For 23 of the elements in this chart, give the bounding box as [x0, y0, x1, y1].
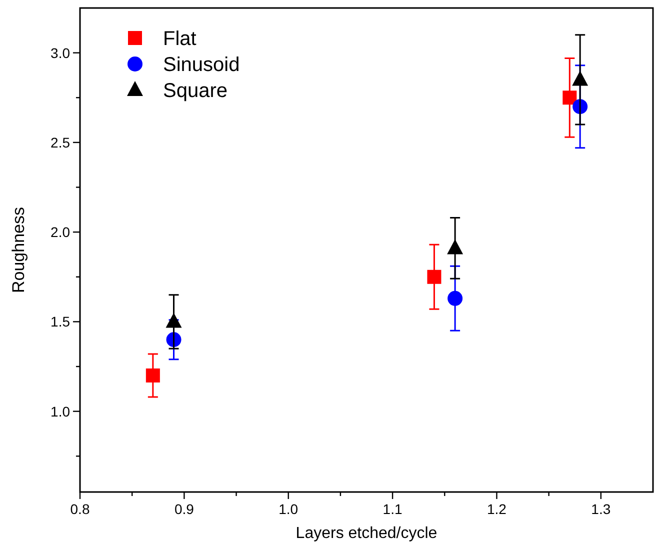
legend-label: Flat — [163, 28, 197, 50]
x-tick-label: 1.2 — [486, 501, 507, 517]
point — [146, 368, 160, 382]
legend-label: Sinusoid — [163, 54, 240, 76]
point — [562, 90, 577, 105]
x-tick-label: 0.8 — [70, 501, 90, 517]
point — [448, 290, 463, 306]
point — [572, 70, 588, 86]
x-axis-title: Layers etched/cycle — [296, 525, 438, 542]
y-tick-label: 1.0 — [50, 403, 70, 420]
x-tick-label: 1.0 — [278, 501, 298, 517]
point — [166, 312, 182, 328]
x-tick-label: 0.9 — [174, 501, 194, 517]
x-tick-label: 1.1 — [382, 501, 402, 517]
y-axis-title: Roughness — [9, 206, 28, 294]
y-tick-label: 2.5 — [50, 134, 70, 150]
y-tick-label: 3.0 — [50, 44, 70, 61]
y-tick-label: 2.0 — [50, 224, 70, 240]
point — [447, 239, 464, 254]
legend-label: Square — [163, 80, 228, 102]
x-tick-label: 1.3 — [591, 501, 611, 517]
y-tick-label: 1.5 — [50, 314, 70, 330]
point — [427, 270, 442, 284]
